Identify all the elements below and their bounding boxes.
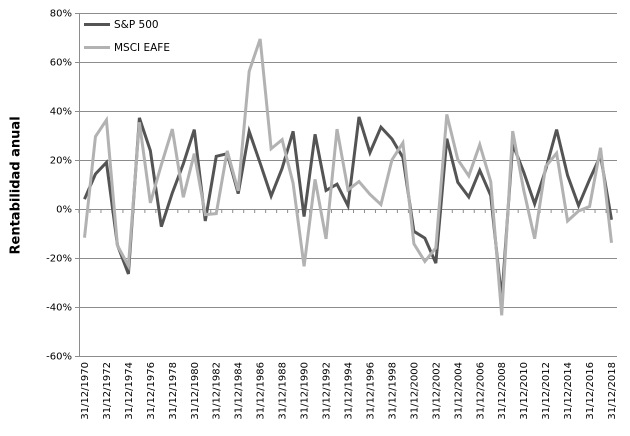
x-tick-label: 31/12/2000 bbox=[409, 362, 420, 420]
x-tick-label: 31/12/2004 bbox=[453, 362, 464, 420]
legend-swatch-msci-eafe bbox=[84, 46, 110, 49]
x-tick-label: 31/12/1970 bbox=[80, 362, 91, 420]
y-tick-label: 80% bbox=[50, 9, 72, 20]
legend-item-sp500: S&P 500 bbox=[84, 16, 170, 33]
y-axis-title: Rentabilidad anual bbox=[8, 116, 24, 255]
legend-item-msci-eafe: MSCI EAFE bbox=[84, 39, 170, 56]
x-tick-label: 31/12/1978 bbox=[168, 362, 179, 420]
x-tick-label: 31/12/1992 bbox=[322, 362, 333, 420]
x-tick-label: 31/12/2008 bbox=[497, 362, 508, 420]
x-tick-label: 31/12/1998 bbox=[387, 362, 398, 420]
x-tick-label: 31/12/1994 bbox=[344, 362, 355, 420]
legend-swatch-sp500 bbox=[84, 23, 110, 26]
x-tick-label: 31/12/2014 bbox=[563, 362, 574, 420]
x-tick-label: 31/12/2016 bbox=[585, 362, 596, 420]
series-line-s-p-500 bbox=[83, 116, 613, 300]
x-tick-label: 31/12/1976 bbox=[146, 362, 157, 420]
x-tick-label: 31/12/1974 bbox=[124, 362, 135, 420]
y-tick-label: 60% bbox=[50, 58, 72, 69]
x-tick-label: 31/12/1980 bbox=[190, 362, 201, 420]
y-tick-label: 40% bbox=[50, 107, 72, 118]
x-tick-label: 31/12/1972 bbox=[102, 362, 113, 420]
legend-label-msci-eafe: MSCI EAFE bbox=[114, 41, 170, 54]
legend-label-sp500: S&P 500 bbox=[114, 18, 159, 31]
y-tick-label: 0% bbox=[56, 205, 72, 216]
x-tick-label: 31/12/1982 bbox=[212, 362, 223, 420]
x-tick-label: 31/12/1996 bbox=[365, 362, 376, 420]
x-tick-label: 31/12/1990 bbox=[300, 362, 311, 420]
x-tick-label: 31/12/1986 bbox=[256, 362, 267, 420]
y-tick-label: 20% bbox=[50, 156, 72, 167]
x-tick-label: 31/12/2012 bbox=[541, 362, 552, 420]
y-tick-label: -40% bbox=[46, 303, 72, 314]
x-tick-label: 31/12/1988 bbox=[278, 362, 289, 420]
x-tick-label: 31/12/2002 bbox=[431, 362, 442, 420]
x-tick-label: 31/12/1984 bbox=[234, 362, 245, 420]
x-tick-label: 31/12/2006 bbox=[475, 362, 486, 420]
series-line-msci-eafe bbox=[82, 38, 614, 316]
legend: S&P 500 MSCI EAFE bbox=[84, 16, 170, 62]
y-tick-label: -60% bbox=[46, 352, 72, 363]
x-tick-label: 31/12/2018 bbox=[607, 362, 618, 420]
y-tick-label: -20% bbox=[46, 254, 72, 265]
x-tick-label: 31/12/2010 bbox=[519, 362, 530, 420]
